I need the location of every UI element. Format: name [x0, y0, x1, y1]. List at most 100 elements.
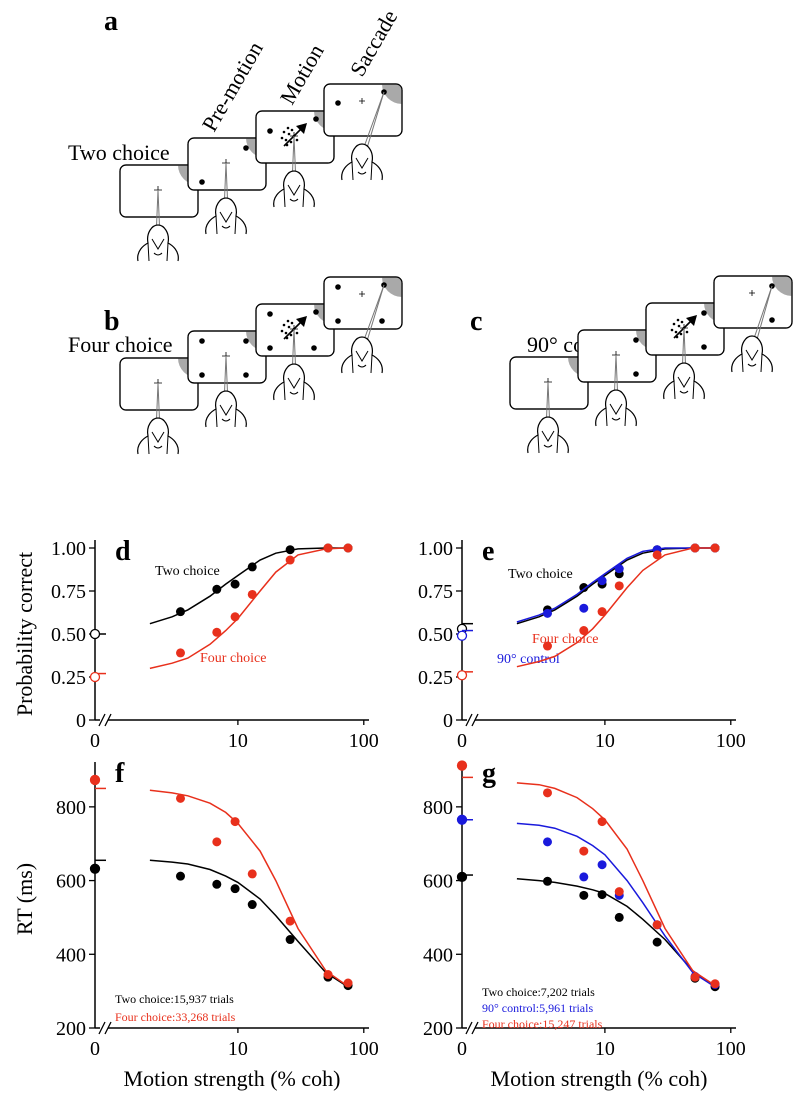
motion-dot	[280, 136, 284, 140]
y-axis-label: Probability correct	[12, 552, 37, 716]
axis-break	[98, 1021, 112, 1035]
monkey-head	[595, 389, 637, 427]
y-tick-label: 1.00	[51, 538, 86, 560]
epoch-label: Motion	[275, 40, 329, 109]
condition-label: Two choice	[68, 140, 170, 165]
data-point	[614, 912, 624, 922]
motion-dot	[287, 132, 291, 136]
fixation-cross	[359, 291, 365, 297]
x-tick-label: 10	[595, 730, 615, 752]
y-tick-label: 800	[423, 797, 453, 819]
y-tick-label: 0.50	[418, 624, 453, 646]
target	[199, 179, 205, 185]
monkey-head	[273, 363, 315, 401]
data-point	[652, 550, 662, 560]
x-tick-label: 0	[457, 730, 467, 752]
monkey-head	[731, 335, 773, 373]
y-tick-label: 1.00	[418, 538, 453, 560]
target	[633, 337, 639, 343]
series-label: Four choice:33,268 trials	[115, 1010, 236, 1024]
monkey-face	[351, 350, 373, 374]
x-axis-label: Motion strength (% coh)	[491, 1066, 708, 1091]
fit-curve	[149, 789, 345, 985]
x-tick-label: 100	[349, 730, 379, 752]
motion-dot	[676, 318, 680, 322]
x-tick-label: 10	[228, 730, 248, 752]
screen-frame	[713, 275, 793, 329]
fixation-cross	[359, 98, 365, 104]
screen-frame	[323, 276, 403, 330]
zero-point	[456, 670, 468, 681]
data-point	[343, 543, 353, 553]
motion-dot	[290, 321, 294, 325]
x-tick-label: 0	[90, 730, 100, 752]
zero-point	[456, 871, 468, 883]
monkey-head	[137, 417, 179, 455]
epoch-label: Saccade	[345, 6, 403, 81]
target	[379, 318, 385, 324]
data-point	[230, 817, 240, 827]
data-point	[542, 788, 552, 798]
data-point	[597, 890, 607, 900]
data-point	[579, 603, 589, 613]
monkey-face	[283, 377, 305, 401]
zero-point	[89, 628, 101, 640]
receptive-field	[382, 277, 402, 297]
panel-label: g	[482, 758, 496, 789]
data-point	[247, 900, 257, 910]
monkey-head	[341, 143, 383, 181]
axis-break	[98, 713, 112, 727]
panel-label: f	[115, 758, 125, 789]
series-label: Two choice:15,937 trials	[115, 992, 234, 1006]
series-label: Two choice	[508, 567, 573, 582]
fit-curve	[516, 822, 712, 986]
motion-dot	[295, 138, 299, 142]
x-tick-label: 100	[349, 1038, 379, 1060]
panel-label: d	[115, 536, 131, 567]
motion-dot	[685, 330, 689, 334]
monkey-head	[663, 362, 705, 400]
data-point	[690, 972, 700, 982]
monkey-face	[147, 238, 169, 262]
data-point	[542, 641, 552, 651]
target	[199, 372, 205, 378]
y-tick-label: 0	[76, 710, 86, 732]
monkey-face	[351, 157, 373, 181]
monkey-face	[741, 349, 763, 373]
receptive-field	[772, 276, 792, 296]
series-label: 90° control:5,961 trials	[482, 1001, 593, 1015]
x-axis-label: Motion strength (% coh)	[124, 1066, 341, 1091]
target	[243, 338, 249, 344]
series-label: Four choice	[532, 632, 598, 647]
zero-point	[456, 814, 468, 825]
fit-curve	[149, 859, 345, 986]
motion-dot	[672, 322, 676, 326]
data-point	[579, 583, 589, 593]
y-tick-label: 400	[423, 944, 453, 966]
target	[335, 100, 341, 106]
motion-dot	[286, 319, 290, 323]
data-point	[212, 584, 222, 594]
series-label: Four choice:15,247 trials	[482, 1017, 603, 1031]
data-point	[710, 979, 720, 989]
data-point	[652, 937, 662, 947]
monkey-head	[205, 197, 247, 235]
data-point	[343, 978, 353, 988]
data-point	[323, 543, 333, 553]
y-tick-label: 0.75	[418, 581, 453, 603]
y-tick-label: 800	[56, 797, 86, 819]
data-point	[175, 648, 185, 658]
target	[313, 116, 319, 122]
motion-dot	[295, 331, 299, 335]
target	[311, 345, 317, 351]
motion-dot	[290, 128, 294, 132]
data-point	[230, 612, 240, 622]
motion-dot	[679, 332, 683, 336]
data-point	[542, 837, 552, 847]
zero-point	[89, 774, 101, 786]
motion-dot	[280, 329, 284, 333]
data-point	[247, 562, 257, 572]
monkey-head	[205, 390, 247, 428]
target	[199, 338, 205, 344]
